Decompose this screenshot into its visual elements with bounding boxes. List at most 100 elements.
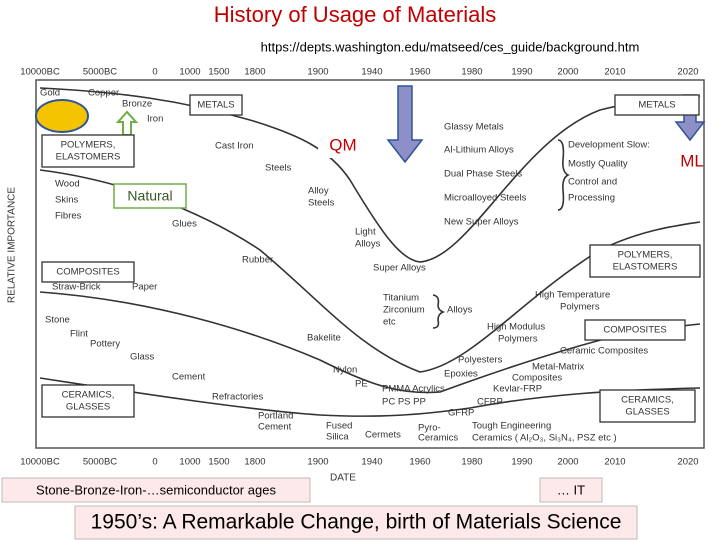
material-label: Titanium bbox=[383, 293, 419, 304]
material-label: Super Alloys bbox=[373, 263, 426, 274]
material-label: Wood bbox=[55, 179, 80, 190]
material-label: Zirconium bbox=[383, 305, 425, 316]
material-label: Straw-Brick bbox=[52, 282, 101, 293]
date-label-bottom: 1500 bbox=[208, 457, 229, 468]
class-box bbox=[584, 319, 686, 341]
date-label-top: 1500 bbox=[208, 67, 229, 78]
date-label-bottom: 2000 bbox=[557, 457, 578, 468]
material-label: Portland bbox=[258, 411, 293, 422]
class-box bbox=[589, 244, 701, 278]
date-label-bottom: 2020 bbox=[677, 457, 698, 468]
material-label: Pottery bbox=[90, 339, 120, 350]
class-box-label: METALS bbox=[638, 100, 675, 111]
date-label-top: 2000 bbox=[557, 67, 578, 78]
date-label-top: 1900 bbox=[307, 67, 328, 78]
date-label-top: 1960 bbox=[409, 67, 430, 78]
it-label: … IT bbox=[557, 482, 585, 497]
natural-box bbox=[113, 183, 187, 209]
material-label: Refractories bbox=[212, 392, 263, 403]
material-label: Mostly Quality bbox=[568, 159, 628, 170]
material-label: Kevlar-FRP bbox=[493, 384, 542, 395]
date-label-bottom: 1900 bbox=[307, 457, 328, 468]
material-label: Cast Iron bbox=[215, 141, 254, 152]
material-label: Composites bbox=[512, 373, 562, 384]
date-label-bottom: 1000 bbox=[179, 457, 200, 468]
date-label-bottom: 0 bbox=[152, 457, 157, 468]
ages-box bbox=[1, 477, 311, 503]
material-label: Steels bbox=[265, 163, 292, 174]
material-label: Ceramics ( Al₂O₃, Si₃N₄, PSZ etc ) bbox=[472, 433, 617, 444]
date-label-top: 5000BC bbox=[83, 67, 117, 78]
material-label: Alloys bbox=[355, 239, 381, 250]
qm-label: QM bbox=[329, 135, 356, 154]
date-label-top: 1800 bbox=[244, 67, 265, 78]
bronze-arrow bbox=[115, 110, 139, 136]
material-label: GFRP bbox=[448, 408, 474, 419]
material-label: Bronze bbox=[122, 99, 152, 110]
source-url: https://depts.washington.edu/matseed/ces… bbox=[261, 39, 640, 54]
material-label: CFRP bbox=[477, 397, 503, 408]
date-label-bottom: 1990 bbox=[511, 457, 532, 468]
material-label: Alloy bbox=[308, 186, 329, 197]
date-label-top: 1980 bbox=[461, 67, 482, 78]
material-label: Polymers bbox=[560, 302, 600, 313]
material-label: PMMA Acrylics bbox=[382, 384, 445, 395]
date-label-top: 0 bbox=[152, 67, 157, 78]
banner-label: 1950’s: A Remarkable Change, birth of Ma… bbox=[91, 511, 622, 534]
material-label: Cermets bbox=[365, 430, 401, 441]
date-label-top: 2010 bbox=[604, 67, 625, 78]
class-box-label: GLASSES bbox=[625, 407, 669, 418]
class-box-label: POLYMERS, bbox=[618, 250, 673, 261]
class-box-label: POLYMERS, bbox=[61, 140, 116, 151]
date-label-top: 2020 bbox=[677, 67, 698, 78]
gold-ellipse bbox=[35, 99, 89, 133]
material-label: Tough Engineering bbox=[472, 421, 551, 432]
ages-label: Stone-Bronze-Iron-…semiconductor ages bbox=[36, 482, 276, 497]
date-label-bottom: 1940 bbox=[361, 457, 382, 468]
slide-title: History of Usage of Materials bbox=[214, 2, 496, 27]
class-box-label: COMPOSITES bbox=[603, 325, 666, 336]
class-box-label: METALS bbox=[197, 100, 234, 111]
ml-label: ML bbox=[680, 151, 704, 170]
material-label: Fused bbox=[326, 421, 352, 432]
material-label: Skins bbox=[55, 195, 78, 206]
material-label: Metal-Matrix bbox=[532, 362, 585, 373]
class-box bbox=[41, 384, 135, 418]
date-label-top: 1990 bbox=[511, 67, 532, 78]
material-label: Microalloyed Steels bbox=[444, 193, 527, 204]
class-box-label: CERAMICS, bbox=[621, 395, 674, 406]
class-box bbox=[189, 94, 243, 116]
material-label: Fibres bbox=[55, 211, 82, 222]
material-label: PE bbox=[355, 379, 368, 390]
material-label: Epoxies bbox=[444, 369, 478, 380]
material-label: Steels bbox=[308, 198, 335, 209]
material-label: Dual Phase Steels bbox=[444, 169, 522, 180]
material-label: Polyesters bbox=[458, 355, 503, 366]
material-label: Cement bbox=[258, 422, 292, 433]
date-label-top: 1000 bbox=[179, 67, 200, 78]
material-label: Light bbox=[355, 227, 376, 238]
material-label: High Modulus bbox=[487, 322, 545, 333]
material-label: Glassy Metals bbox=[444, 122, 504, 133]
natural-label: Natural bbox=[127, 188, 172, 204]
material-label: Copper bbox=[88, 88, 119, 99]
material-label: Alloys bbox=[447, 305, 473, 316]
class-box-label: ELASTOMERS bbox=[613, 262, 678, 273]
y-axis-title: RELATIVE IMPORTANCE bbox=[7, 187, 18, 303]
material-label: etc bbox=[383, 317, 396, 328]
date-label-bottom: 1800 bbox=[244, 457, 265, 468]
material-label: High Temperature bbox=[535, 290, 610, 301]
date-label-bottom: 1960 bbox=[409, 457, 430, 468]
material-label: Processing bbox=[568, 193, 615, 204]
qm-arrow bbox=[386, 85, 424, 164]
class-box-label: CERAMICS, bbox=[62, 390, 115, 401]
material-label: Iron bbox=[147, 114, 163, 125]
brace bbox=[557, 139, 570, 211]
class-box-label: ELASTOMERS bbox=[56, 152, 121, 163]
material-label: Cement bbox=[172, 372, 206, 383]
material-label: Glass bbox=[130, 352, 155, 363]
material-label: Silica bbox=[326, 432, 349, 443]
date-label-bottom: 2010 bbox=[604, 457, 625, 468]
